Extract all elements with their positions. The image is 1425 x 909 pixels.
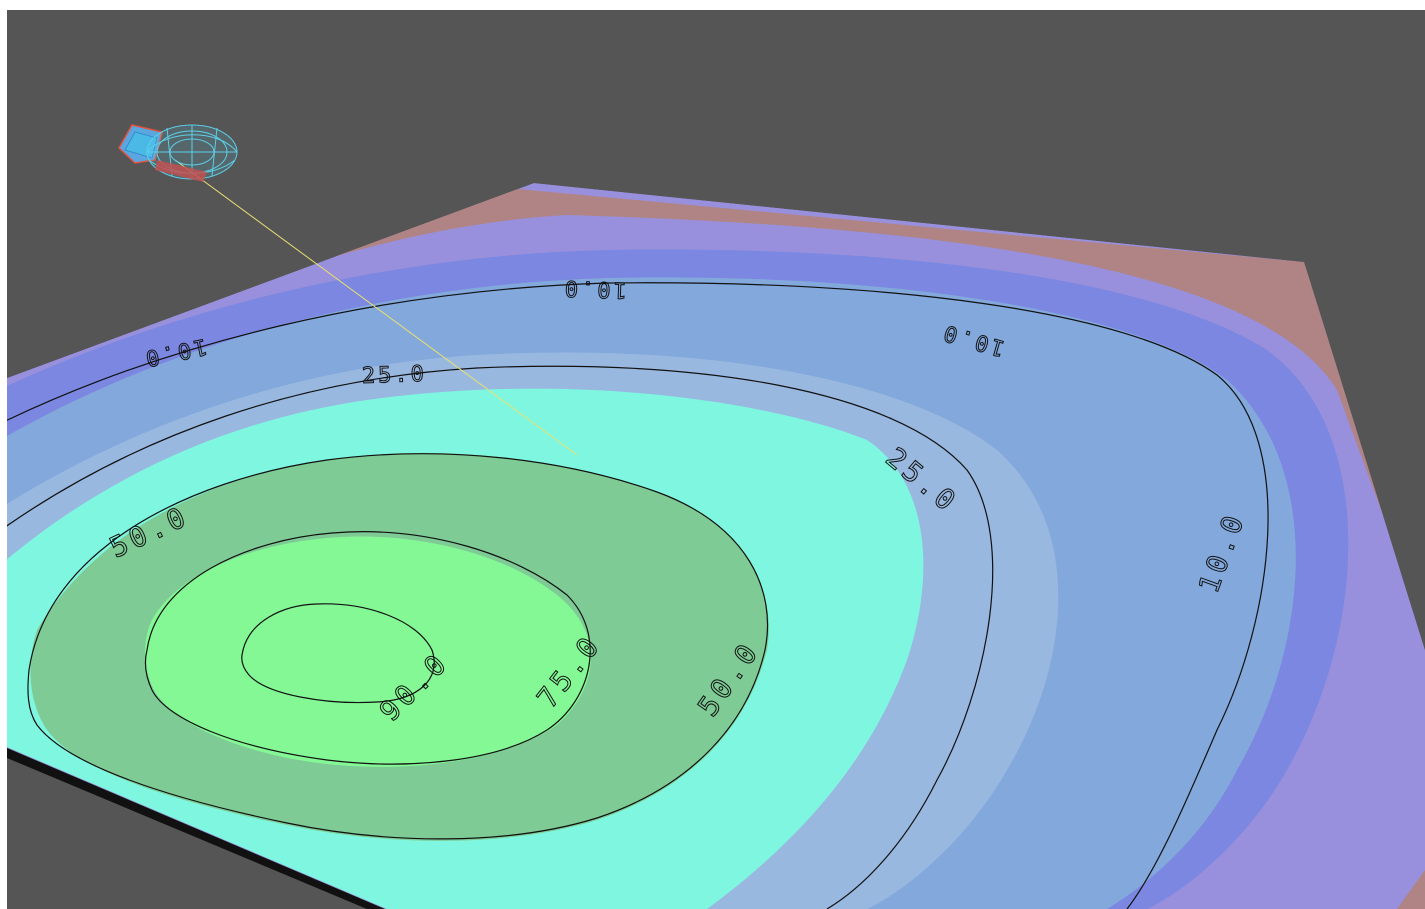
contour-label-10-top: 10.0 [561, 275, 627, 302]
contour-line-50 [27, 453, 769, 840]
antenna-feed [155, 160, 207, 182]
3d-viewport[interactable]: 10.0 10.0 10.0 10.0 25.0 25.0 50.0 50.0 … [7, 10, 1425, 909]
contour-line-25 [7, 365, 994, 909]
band-corner-top [307, 188, 1425, 630]
satellite-antenna[interactable] [118, 124, 238, 182]
beam-line [174, 159, 578, 456]
coverage-plane: 10.0 10.0 10.0 10.0 25.0 25.0 50.0 50.0 … [7, 183, 1425, 909]
contour-line-90 [241, 603, 435, 704]
band-75-100 [145, 536, 591, 767]
contour-line-10 [7, 282, 1269, 909]
coverage-scene: 10.0 10.0 10.0 10.0 25.0 25.0 50.0 50.0 … [7, 124, 1425, 909]
contour-label-25-top: 25.0 [361, 362, 427, 389]
band-corner-bottom [1397, 870, 1425, 909]
contour-line-75 [144, 531, 591, 765]
